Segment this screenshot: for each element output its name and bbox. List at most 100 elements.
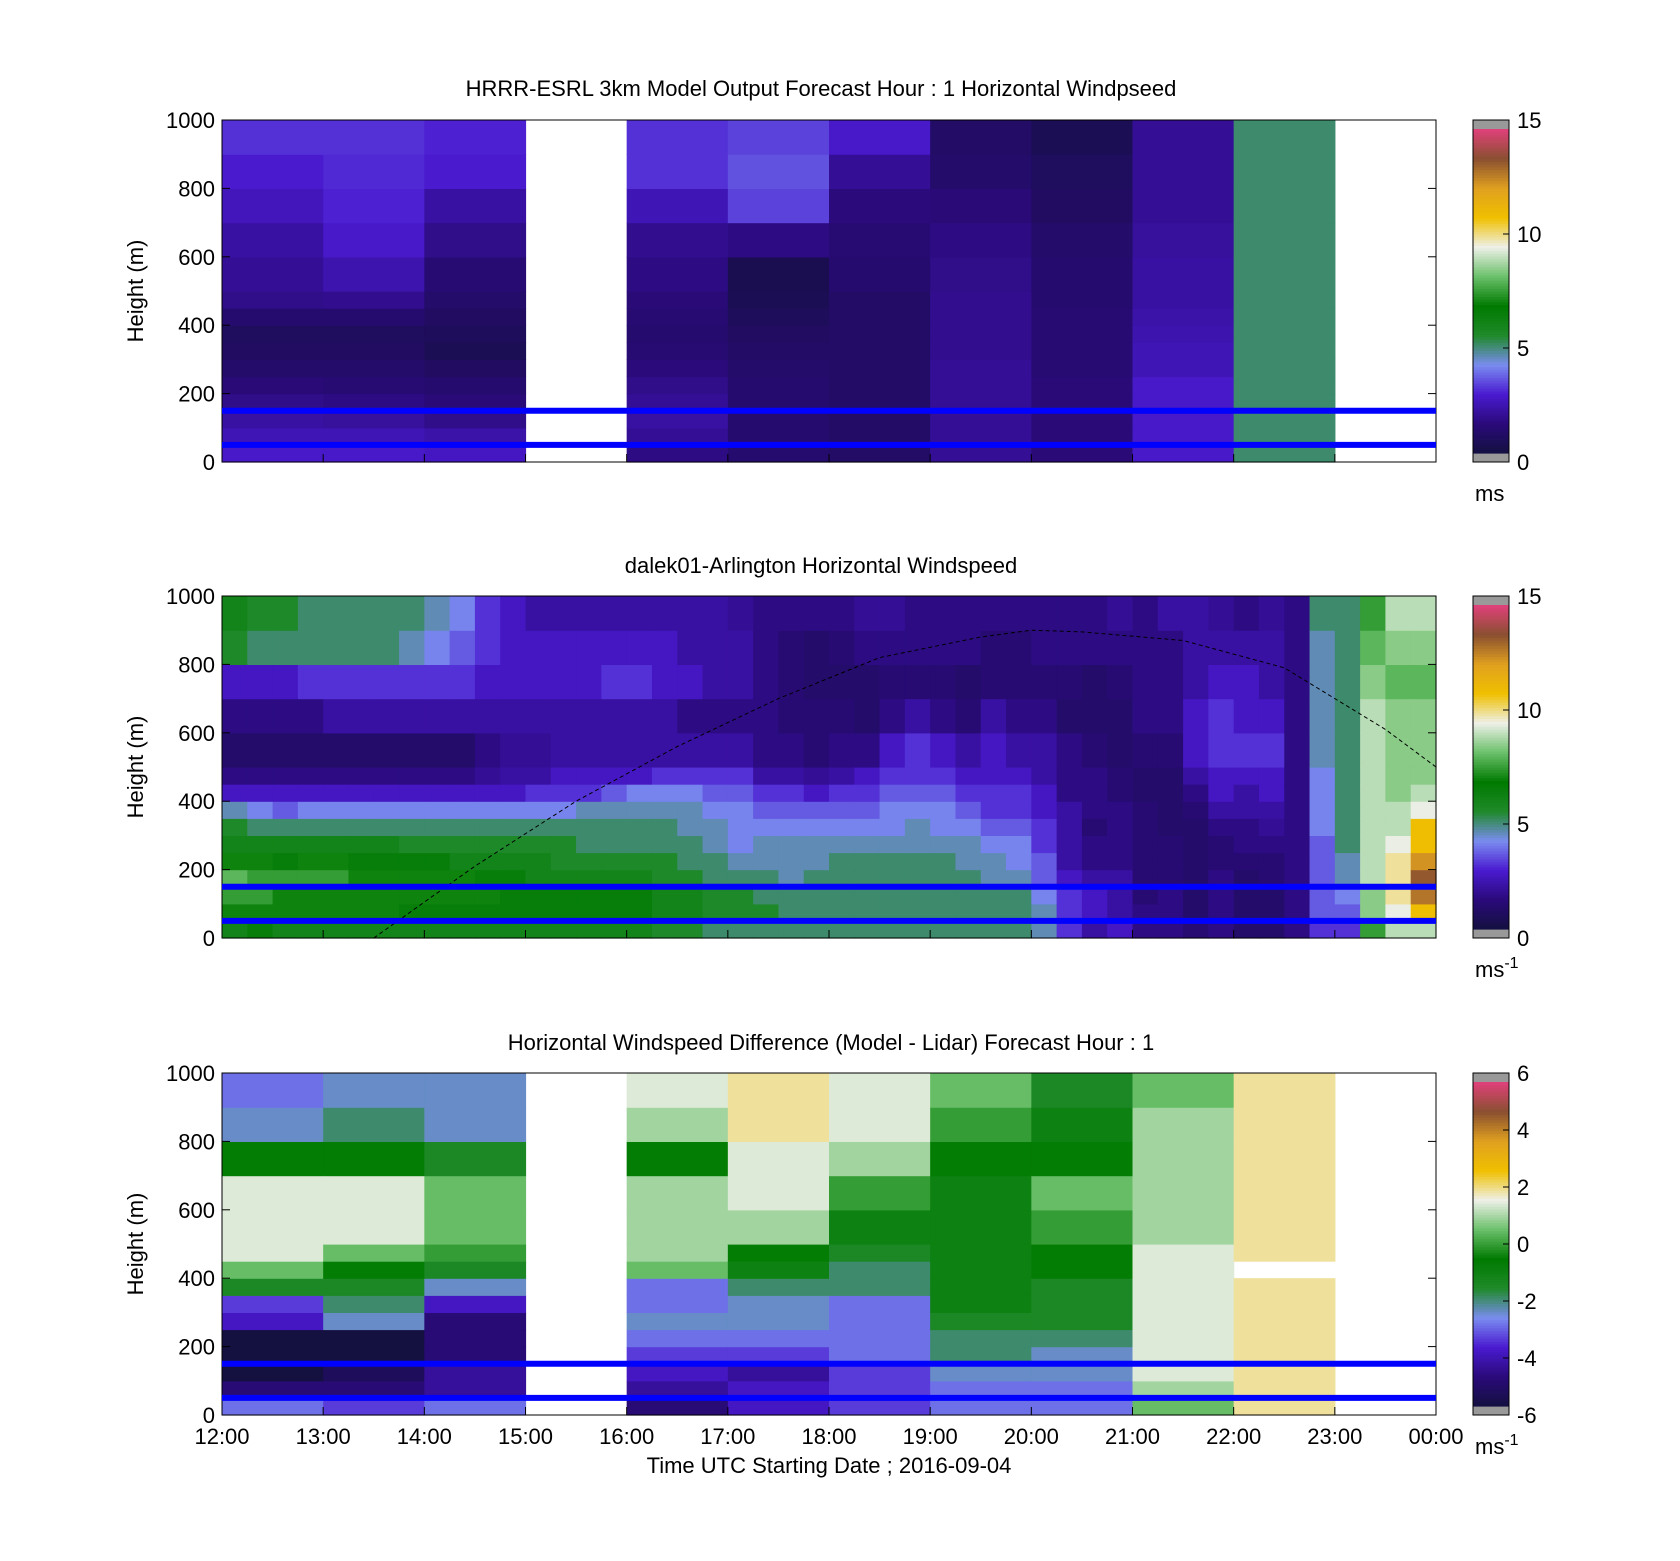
colorbar-segment — [1473, 1181, 1509, 1186]
heatmap-cell — [1183, 784, 1209, 802]
heatmap-cell — [1258, 835, 1285, 854]
heatmap-cell — [677, 886, 704, 905]
heatmap-cell — [348, 852, 375, 871]
heatmap-cell — [500, 835, 527, 854]
heatmap-cell — [1132, 1141, 1235, 1177]
heatmap-cell — [1208, 920, 1235, 939]
heatmap-cell — [854, 903, 881, 922]
heatmap-cell — [1056, 920, 1083, 939]
colorbar-segment — [1473, 850, 1509, 854]
heatmap-cell — [272, 886, 299, 905]
colorbar-segment — [1473, 1311, 1509, 1315]
heatmap-cell — [626, 342, 729, 360]
colorbar-segment — [1473, 1362, 1509, 1367]
heatmap-cell — [930, 1363, 1032, 1382]
colorbar-segment — [1473, 409, 1509, 414]
colorbar-segment — [1473, 393, 1509, 397]
heatmap-cell — [222, 256, 324, 292]
colorbar-segment — [1473, 1298, 1509, 1302]
colorbar-segment — [1473, 1157, 1509, 1161]
colorbar-segment — [1473, 872, 1509, 876]
heatmap-cell — [854, 784, 881, 802]
heatmap-cell — [1233, 120, 1336, 155]
colorbar-segment — [1473, 282, 1509, 287]
heatmap-cell — [500, 818, 527, 836]
heatmap-cell — [930, 767, 957, 785]
heatmap-cell — [1132, 1261, 1235, 1279]
heatmap-cell — [626, 732, 653, 768]
heatmap-cell — [1132, 698, 1159, 734]
colorbar-segment — [1473, 385, 1509, 389]
heatmap-cell — [500, 698, 527, 734]
heatmap-cell — [222, 410, 324, 429]
heatmap-cell — [424, 767, 451, 785]
heatmap-cell — [247, 596, 274, 631]
heatmap-cell — [1031, 1209, 1134, 1245]
heatmap-cell — [272, 835, 299, 854]
colorbar-segment — [1473, 1287, 1509, 1291]
heatmap-cell — [1132, 596, 1159, 631]
heatmap-cell — [399, 886, 425, 905]
heatmap-cell — [1334, 698, 1361, 734]
colorbar-segment — [1473, 869, 1509, 873]
heatmap-cell — [955, 732, 982, 768]
heatmap-cell — [399, 784, 425, 802]
heatmap-cell — [500, 732, 527, 768]
heatmap-cell — [1132, 1209, 1235, 1245]
panel-model: HRRR-ESRL 3km Model Output Forecast Hour… — [123, 76, 1541, 506]
heatmap-cell — [525, 767, 552, 785]
heatmap-cell — [1183, 801, 1209, 819]
colorbar-segment — [1473, 677, 1509, 682]
heatmap-cell — [474, 886, 501, 905]
heatmap-cell — [601, 698, 628, 734]
heatmap-cell — [651, 920, 678, 939]
colorbar-segment — [1473, 228, 1509, 233]
colorbar-segment — [1473, 1173, 1509, 1178]
colorbar-segment — [1473, 1136, 1509, 1140]
colorbar-segment — [1473, 131, 1509, 135]
colorbar-segment — [1473, 1233, 1509, 1237]
heatmap-cell — [803, 869, 830, 888]
panel-title: HRRR-ESRL 3km Model Output Forecast Hour… — [466, 76, 1177, 101]
heatmap-cell — [222, 154, 324, 189]
heatmap-cell — [1132, 767, 1159, 785]
heatmap-cell — [930, 1397, 1032, 1416]
colorbar-tick-label: 5 — [1517, 812, 1529, 837]
heatmap-cell — [727, 886, 754, 905]
colorbar-segment — [1473, 1260, 1509, 1264]
colorbar-segment — [1473, 858, 1509, 863]
heatmap-cell — [424, 1312, 527, 1331]
heatmap-cell — [930, 359, 1032, 378]
colorbar-segment — [1473, 164, 1509, 168]
heatmap-cell — [601, 835, 628, 854]
heatmap-cell — [601, 801, 628, 819]
heatmap-cell — [651, 664, 678, 700]
heatmap-cell — [1208, 698, 1235, 734]
colorbar-segment — [1473, 834, 1509, 838]
heatmap-cell — [222, 869, 248, 888]
heatmap-cell — [399, 732, 425, 768]
heatmap-cell — [576, 698, 602, 734]
heatmap-cell — [247, 818, 274, 836]
heatmap-cell — [879, 784, 906, 802]
heatmap-cell — [829, 188, 931, 224]
heatmap-cell — [829, 1363, 931, 1382]
heatmap-cell — [1081, 903, 1108, 922]
heatmap-cell — [1132, 291, 1235, 309]
heatmap-cell — [1006, 698, 1032, 734]
heatmap-cell — [1006, 886, 1032, 905]
heatmap-cell — [1233, 920, 1260, 939]
heatmap-cell — [525, 630, 552, 665]
colorbar-segment — [1473, 1092, 1509, 1097]
heatmap-cell — [1334, 903, 1361, 922]
heatmap-cell — [930, 732, 957, 768]
colorbar-segment — [1473, 1265, 1509, 1269]
heatmap-cell — [727, 325, 830, 343]
heatmap-cell — [525, 886, 552, 905]
heatmap-cell — [1233, 1107, 1336, 1142]
heatmap-cell — [474, 920, 501, 939]
heatmap-cell — [702, 886, 729, 905]
heatmap-cell — [727, 903, 754, 922]
heatmap-cell — [323, 801, 350, 819]
heatmap-cell — [980, 767, 1007, 785]
